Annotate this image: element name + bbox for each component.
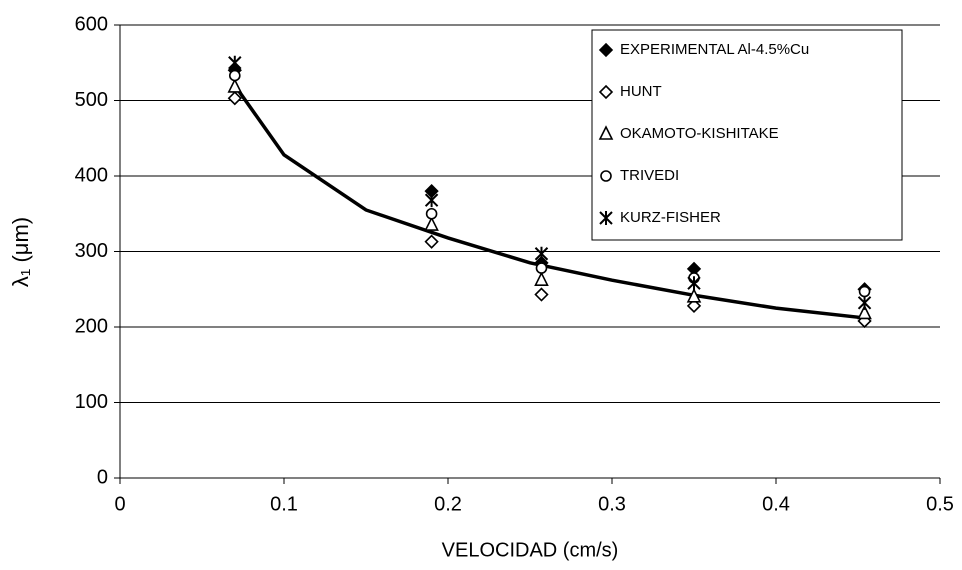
- y-tick-label: 300: [75, 240, 108, 262]
- y-tick-label: 400: [75, 164, 108, 186]
- marker: [534, 271, 549, 286]
- x-axis-label: VELOCIDAD (cm/s): [442, 539, 619, 561]
- legend-label: HUNT: [620, 83, 662, 100]
- x-tick-label: 0: [114, 493, 125, 515]
- y-tick-label: 600: [75, 13, 108, 35]
- legend-marker: [599, 211, 613, 225]
- legend-marker: [598, 42, 614, 58]
- marker: [228, 55, 242, 70]
- fit-line: [233, 84, 865, 320]
- legend-label: EXPERIMENTAL Al-4.5%Cu: [620, 41, 809, 58]
- marker: [857, 304, 872, 320]
- y-axis-label: λ₁ (μm): [8, 217, 33, 287]
- x-tick-label: 0.2: [434, 493, 462, 515]
- x-tick-label: 0.4: [762, 493, 790, 515]
- legend-marker: [600, 170, 612, 182]
- legend-label: OKAMOTO-KISHITAKE: [620, 125, 779, 142]
- legend-marker: [598, 84, 614, 100]
- y-tick-label: 200: [75, 315, 108, 337]
- marker: [425, 207, 438, 220]
- marker: [686, 298, 702, 313]
- marker: [534, 246, 549, 261]
- legend: EXPERIMENTAL Al-4.5%Cu HUNT OKAMOTO-KISHIT…: [591, 29, 903, 241]
- marker: [687, 276, 701, 291]
- y-tick-label: 100: [75, 391, 108, 413]
- legend-box: [591, 29, 903, 241]
- marker: [858, 285, 871, 298]
- legend-label: TRIVEDI: [620, 167, 679, 184]
- marker: [857, 295, 872, 310]
- marker: [534, 287, 549, 302]
- y-tick-label: 0: [97, 466, 108, 488]
- legend-label: KURZ-FISHER: [620, 209, 721, 226]
- marker: [686, 288, 702, 303]
- x-tick-label: 0.1: [270, 493, 298, 515]
- marker: [227, 78, 243, 93]
- marker: [227, 91, 242, 106]
- marker: [424, 234, 439, 249]
- marker: [424, 216, 439, 231]
- marker: [424, 193, 439, 208]
- legend-marker: [598, 125, 614, 140]
- marker: [535, 262, 548, 274]
- x-tick-label: 0.3: [598, 493, 626, 515]
- marker: [229, 69, 241, 82]
- x-tick-label: 0.5: [926, 493, 954, 515]
- y-tick-label: 500: [75, 89, 108, 111]
